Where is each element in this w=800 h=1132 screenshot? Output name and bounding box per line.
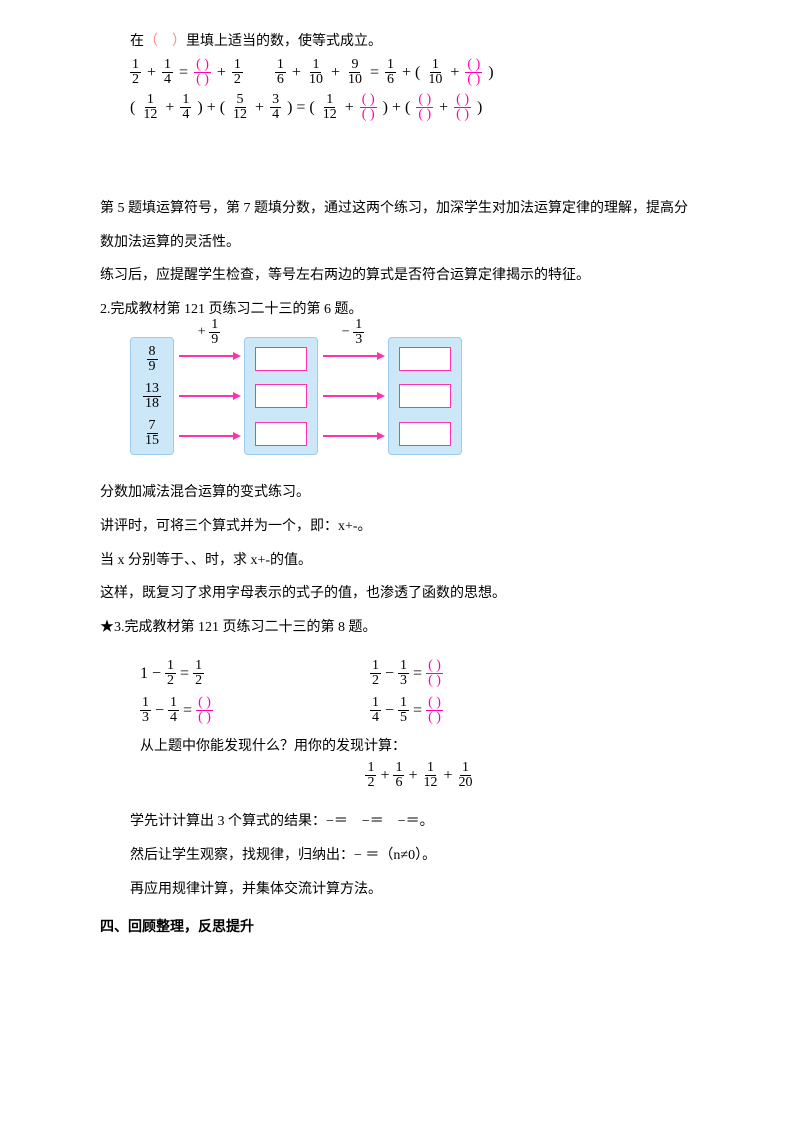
fig2-blank [399, 384, 451, 408]
fig2-blank [399, 422, 451, 446]
fig1-title-c: 里填上适当的数，使等式成立。 [186, 34, 382, 49]
fig1-eq-row2: ( 112 + 14 ) + ( 512 + 34 ) = ( 112 + ( … [130, 93, 700, 122]
para-1: 第 5 题填运算符号，第 7 题填分数，通过这两个练习，加深学生对加法运算定律的… [100, 192, 700, 259]
fig3-question: 从上题中你能发现什么？用你的发现计算： [140, 735, 700, 755]
fig2-arrows-2: − 13 [318, 336, 388, 456]
para-8: ★3.完成教材第 121 页练习二十三的第 8 题。 [100, 611, 700, 645]
fig3-r2a: 13 − 14 = ( )( ) [140, 696, 340, 725]
para-9: 学先计计算出 3 个算式的结果：−＝ −＝ −＝。 [130, 805, 700, 839]
figure-2: 89 1318 715 + 19 − 13 [130, 336, 700, 456]
fig2-blank [255, 384, 307, 408]
fig1-title-paren: （ ） [144, 34, 186, 49]
fig1-title: 在（ ）里填上适当的数，使等式成立。 [130, 30, 700, 50]
fig2-right-box [388, 337, 462, 455]
fig1-title-a: 在 [130, 34, 144, 49]
fig3-r1a: 1− 12 = 12 [140, 659, 340, 688]
para-2: 练习后，应提醒学生检查，等号左右两边的算式是否符合运算定律揭示的特征。 [100, 259, 700, 293]
fig3-r1b: 12 − 13 = ( )( ) [370, 659, 570, 688]
fig2-mid-box [244, 337, 318, 455]
section-heading-4: 四、回顾整理，反思提升 [100, 916, 700, 936]
fig2-left-box: 89 1318 715 [130, 337, 174, 455]
para-5: 讲评时，可将三个算式并为一个，即：x+-。 [100, 510, 700, 544]
page: 在（ ）里填上适当的数，使等式成立。 12 + 14 = ( )( ) + 12… [0, 0, 800, 966]
para-10: 然后让学生观察，找规律，归纳出：− ＝（n≠0）。 [130, 839, 700, 873]
fig1-eq-row1: 12 + 14 = ( )( ) + 12 16 + 110 + 910 = 1… [130, 58, 700, 87]
figure-1: 在（ ）里填上适当的数，使等式成立。 12 + 14 = ( )( ) + 12… [130, 30, 700, 122]
fig2-arrows-1: + 19 [174, 336, 244, 456]
fig3-r2b: 14 − 15 = ( )( ) [370, 696, 570, 725]
fig2-blank [399, 347, 451, 371]
para-11: 再应用规律计算，并集体交流计算方法。 [130, 873, 700, 907]
fig2-blank [255, 347, 307, 371]
fig3-eq: 12 + 16 + 112 + 120 [140, 761, 700, 790]
para-4: 分数加减法混合运算的变式练习。 [100, 476, 700, 510]
para-6: 当 x 分别等于、、时，求 x+-的值。 [100, 544, 700, 578]
fig2-blank [255, 422, 307, 446]
para-7: 这样，既复习了求用字母表示的式子的值，也渗透了函数的思想。 [100, 577, 700, 611]
figure-3: 1− 12 = 12 12 − 13 = ( )( ) 13 − 14 = ( … [140, 659, 700, 790]
